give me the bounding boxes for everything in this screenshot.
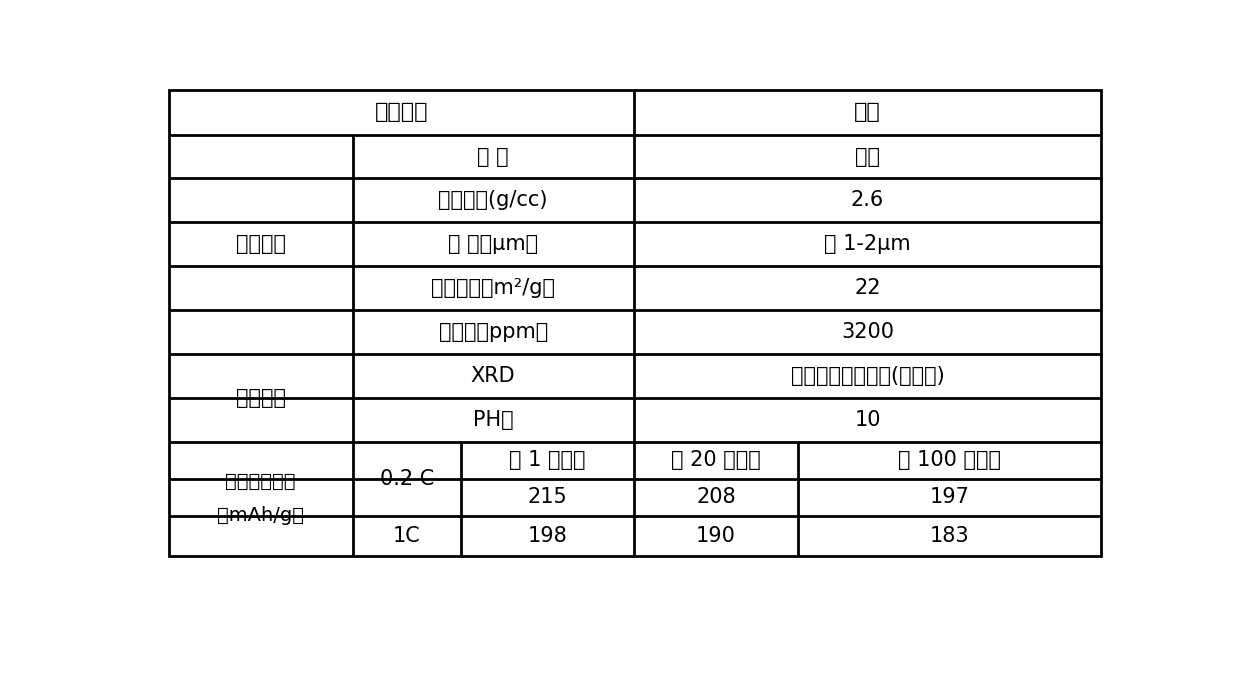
Text: PH値: PH値 <box>473 410 513 430</box>
Text: 22: 22 <box>854 278 881 298</box>
Text: 1C: 1C <box>393 525 420 546</box>
Text: 振实密度(g/cc): 振实密度(g/cc) <box>439 190 548 210</box>
Text: 197: 197 <box>929 487 970 507</box>
Text: 208: 208 <box>696 487 736 507</box>
Text: 化学性能: 化学性能 <box>235 388 286 408</box>
Text: 190: 190 <box>696 525 736 546</box>
Text: XRD: XRD <box>471 366 515 386</box>
Bar <box>169 90 1101 556</box>
Text: （mAh/g）: （mAh/g） <box>217 506 304 525</box>
Text: 半电池比容量: 半电池比容量 <box>225 473 296 491</box>
Text: 约 1-2μm: 约 1-2μm <box>824 234 911 254</box>
Text: 外 观: 外 观 <box>477 147 509 166</box>
Text: 第 100 次循环: 第 100 次循环 <box>898 450 1001 471</box>
Text: 锶基层状晶体结构(见图二): 锶基层状晶体结构(见图二) <box>790 366 944 386</box>
Text: 第 20 次循环: 第 20 次循环 <box>672 450 761 471</box>
Text: 215: 215 <box>528 487 567 507</box>
Text: 2.6: 2.6 <box>851 190 885 210</box>
Text: 黑色: 黑色 <box>855 147 880 166</box>
Text: 标准: 标准 <box>854 102 881 122</box>
Text: 第 1 次循环: 第 1 次循环 <box>509 450 586 471</box>
Text: 水含量（ppm）: 水含量（ppm） <box>439 322 548 342</box>
Text: 10: 10 <box>854 410 881 430</box>
Text: 0.2 C: 0.2 C <box>379 469 434 489</box>
Text: 粒 度（μm）: 粒 度（μm） <box>449 234 538 254</box>
Text: 3200: 3200 <box>841 322 895 342</box>
Text: 物理性能: 物理性能 <box>235 234 286 254</box>
Text: 198: 198 <box>528 525 567 546</box>
Text: 183: 183 <box>929 525 969 546</box>
Text: 比表面积（m²/g）: 比表面积（m²/g） <box>431 278 555 298</box>
Text: 测试项目: 测试项目 <box>374 102 429 122</box>
